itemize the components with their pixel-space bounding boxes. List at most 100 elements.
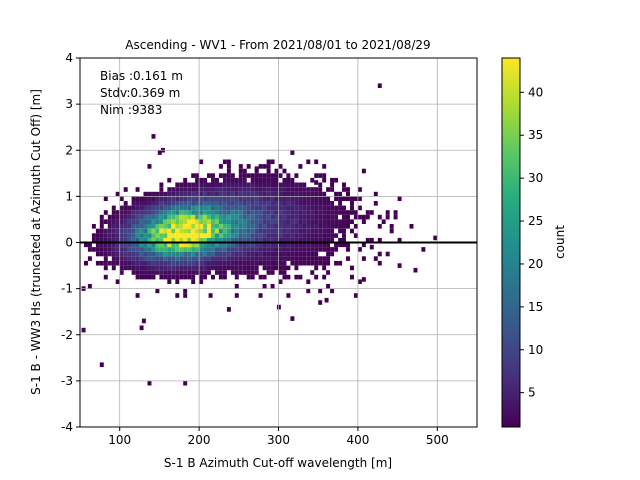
- heatmap-cell: [246, 228, 251, 234]
- heatmap-cell: [326, 247, 331, 252]
- heatmap-cell: [270, 270, 275, 275]
- heatmap-cell: [195, 224, 200, 229]
- heatmap-cell: [143, 196, 148, 202]
- heatmap-cell: [195, 265, 200, 271]
- heatmap-cell: [326, 210, 331, 215]
- heatmap-cell: [167, 224, 172, 229]
- heatmap-cell: [163, 265, 168, 271]
- heatmap-cell: [207, 201, 211, 206]
- heatmap-cell: [131, 251, 136, 257]
- heatmap-cell: [203, 177, 208, 183]
- heatmap-cell: [286, 214, 291, 220]
- heatmap-cell: [119, 242, 124, 248]
- heatmap-cell: [310, 233, 315, 238]
- heatmap-cell: [175, 251, 180, 257]
- outlier-cell: [157, 150, 162, 155]
- heatmap-cell: [215, 182, 219, 188]
- heatmap-cell: [294, 187, 299, 192]
- heatmap-cell: [226, 168, 231, 174]
- heatmap-cell: [266, 187, 271, 192]
- heatmap-cell: [250, 242, 255, 248]
- heatmap-cell: [211, 173, 215, 178]
- outlier-cell: [141, 318, 146, 324]
- heatmap-cell: [306, 279, 311, 285]
- heatmap-cell: [215, 214, 219, 220]
- heatmap-cell: [322, 214, 327, 220]
- heatmap-cell: [270, 247, 275, 252]
- heatmap-cell: [290, 205, 295, 211]
- heatmap-cell: [365, 237, 370, 243]
- heatmap-cell: [262, 237, 267, 243]
- heatmap-cell: [195, 260, 200, 266]
- heatmap-cell: [143, 265, 148, 271]
- heatmap-cell: [234, 260, 239, 266]
- heatmap-cell: [302, 256, 307, 261]
- heatmap-cell: [179, 237, 184, 243]
- heatmap-cell: [99, 219, 104, 225]
- heatmap-cell: [159, 270, 164, 275]
- heatmap-cell: [203, 201, 208, 206]
- heatmap-cell: [234, 284, 239, 289]
- heatmap-cell: [282, 247, 287, 252]
- heatmap-cell: [270, 251, 275, 257]
- heatmap-cell: [357, 214, 362, 220]
- heatmap-cell: [222, 219, 227, 225]
- heatmap-cell: [298, 187, 303, 192]
- heatmap-cell: [111, 219, 116, 225]
- heatmap-cell: [167, 205, 172, 211]
- heatmap-cell: [179, 201, 184, 206]
- heatmap-cell: [187, 224, 192, 229]
- heatmap-cell: [159, 224, 164, 229]
- heatmap-cell: [191, 196, 196, 202]
- heatmap-cell: [330, 201, 335, 206]
- heatmap-cell: [298, 237, 303, 243]
- heatmap-cell: [246, 210, 251, 215]
- heatmap-cell: [159, 205, 164, 211]
- heatmap-cell: [151, 237, 156, 243]
- heatmap-cell: [203, 205, 208, 211]
- heatmap-cell: [199, 187, 204, 192]
- x-tick-label: 200: [188, 433, 211, 447]
- heatmap-cell: [163, 256, 168, 261]
- heatmap-cell: [135, 187, 140, 192]
- heatmap-cell: [207, 205, 211, 211]
- heatmap-cell: [183, 274, 188, 280]
- heatmap-cell: [131, 210, 136, 215]
- heatmap-cell: [159, 196, 164, 202]
- heatmap-cell: [250, 274, 255, 280]
- heatmap-cell: [222, 228, 227, 234]
- heatmap-cell: [222, 237, 227, 243]
- heatmap-cell: [218, 173, 223, 178]
- heatmap-cell: [135, 251, 140, 257]
- heatmap-cell: [266, 159, 271, 165]
- heatmap-cell: [123, 224, 128, 229]
- heatmap-cell: [175, 274, 180, 280]
- heatmap-cell: [274, 210, 279, 215]
- heatmap-cell: [250, 219, 255, 225]
- heatmap-cell: [211, 205, 215, 211]
- heatmap-cell: [226, 260, 231, 266]
- heatmap-cell: [203, 224, 208, 229]
- heatmap-cell: [147, 196, 152, 202]
- heatmap-cell: [250, 214, 255, 220]
- heatmap-cell: [262, 247, 267, 252]
- heatmap-cell: [270, 182, 275, 188]
- heatmap-cell: [242, 233, 247, 238]
- heatmap-cell: [350, 219, 354, 225]
- heatmap-cell: [262, 187, 267, 192]
- heatmap-cell: [238, 242, 243, 248]
- heatmap-cell: [342, 205, 346, 211]
- heatmap-cell: [139, 228, 144, 234]
- heatmap-cell: [242, 205, 247, 211]
- heatmap-cell: [262, 205, 267, 211]
- heatmap-cell: [270, 173, 275, 178]
- heatmap-cell: [187, 187, 192, 192]
- heatmap-cell: [127, 260, 132, 266]
- heatmap-cell: [107, 237, 112, 243]
- heatmap-cell: [195, 173, 200, 178]
- heatmap-cell: [226, 177, 231, 183]
- heatmap-cell: [155, 205, 160, 211]
- heatmap-cell: [298, 274, 303, 280]
- outlier-cell: [208, 293, 213, 298]
- heatmap-cell: [298, 256, 303, 261]
